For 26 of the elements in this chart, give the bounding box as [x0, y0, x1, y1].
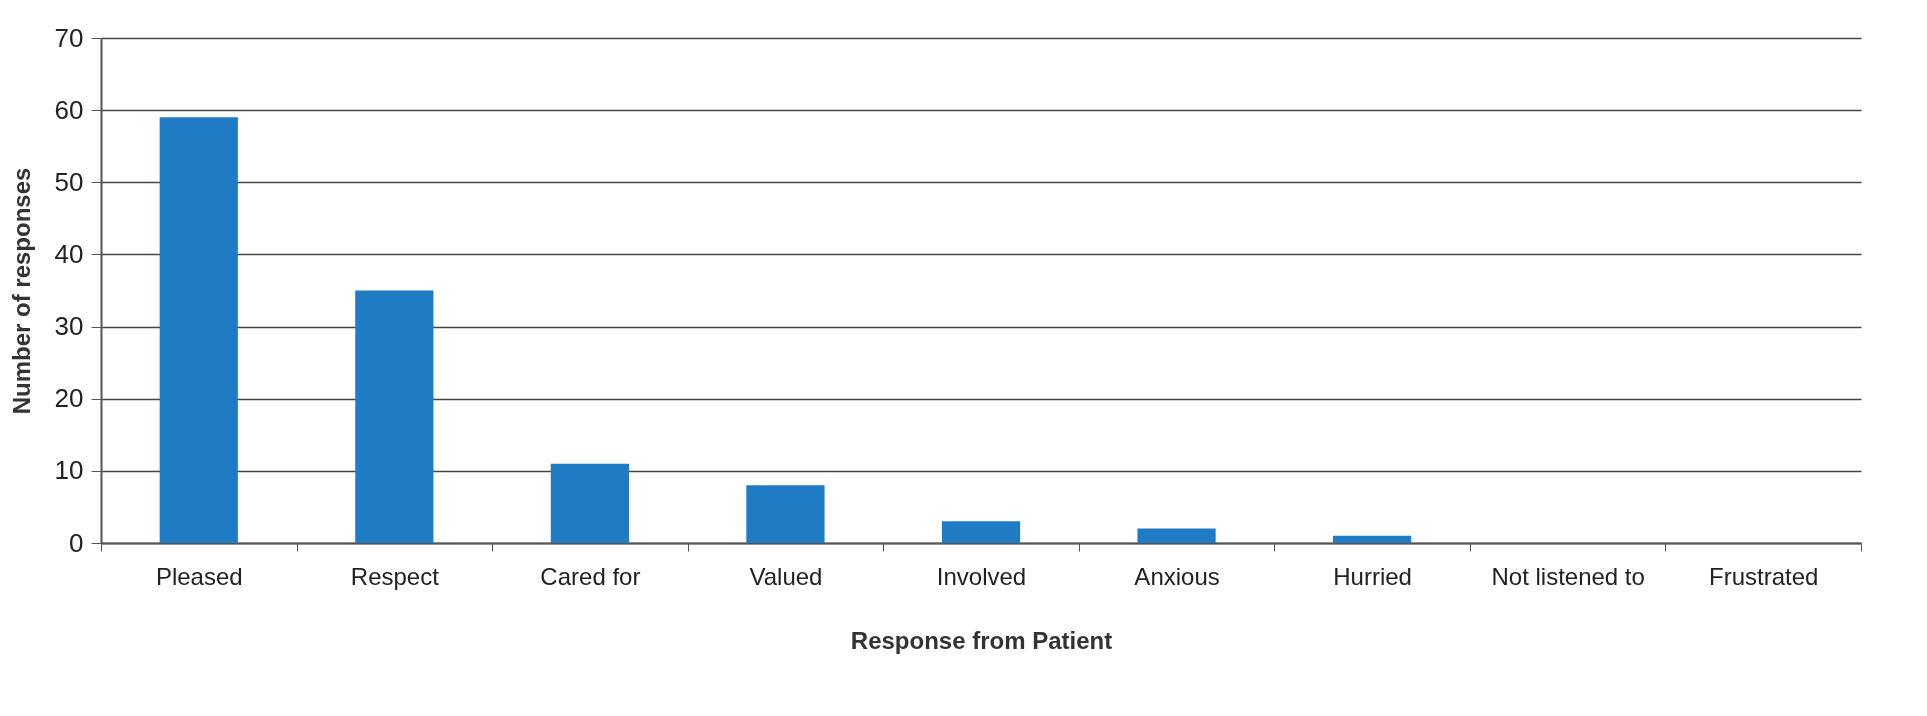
x-tick-label: Involved — [936, 562, 1027, 590]
bar — [941, 521, 1021, 543]
x-tick-label: Cared for — [540, 562, 641, 590]
y-tick-label: 20 — [54, 383, 84, 414]
y-tick-label: 40 — [54, 238, 84, 269]
y-axis-title: Number of responses — [7, 167, 35, 415]
bar — [355, 290, 434, 543]
y-tick-label: 30 — [54, 311, 84, 342]
y-tick-label: 10 — [54, 455, 84, 486]
x-tick-label: Not listened to — [1491, 562, 1645, 590]
bar — [1137, 528, 1216, 543]
x-tick-label: Valued — [749, 562, 823, 590]
x-tick-label: Pleased — [155, 562, 243, 590]
x-axis-title: Response from Patient — [850, 626, 1113, 654]
x-tick-label: Anxious — [1134, 562, 1220, 590]
y-tick-label: 70 — [54, 22, 84, 53]
bar — [746, 485, 825, 543]
bar — [1333, 535, 1412, 543]
x-tick-label: Hurried — [1333, 562, 1412, 590]
bar — [550, 463, 629, 543]
y-tick-label: 50 — [54, 166, 84, 197]
x-tick-label: Respect — [350, 562, 440, 590]
y-tick-label: 60 — [54, 94, 84, 125]
x-tick-label: Frustrated — [1709, 562, 1819, 590]
bar — [159, 117, 238, 543]
y-tick-label: 0 — [69, 527, 84, 558]
